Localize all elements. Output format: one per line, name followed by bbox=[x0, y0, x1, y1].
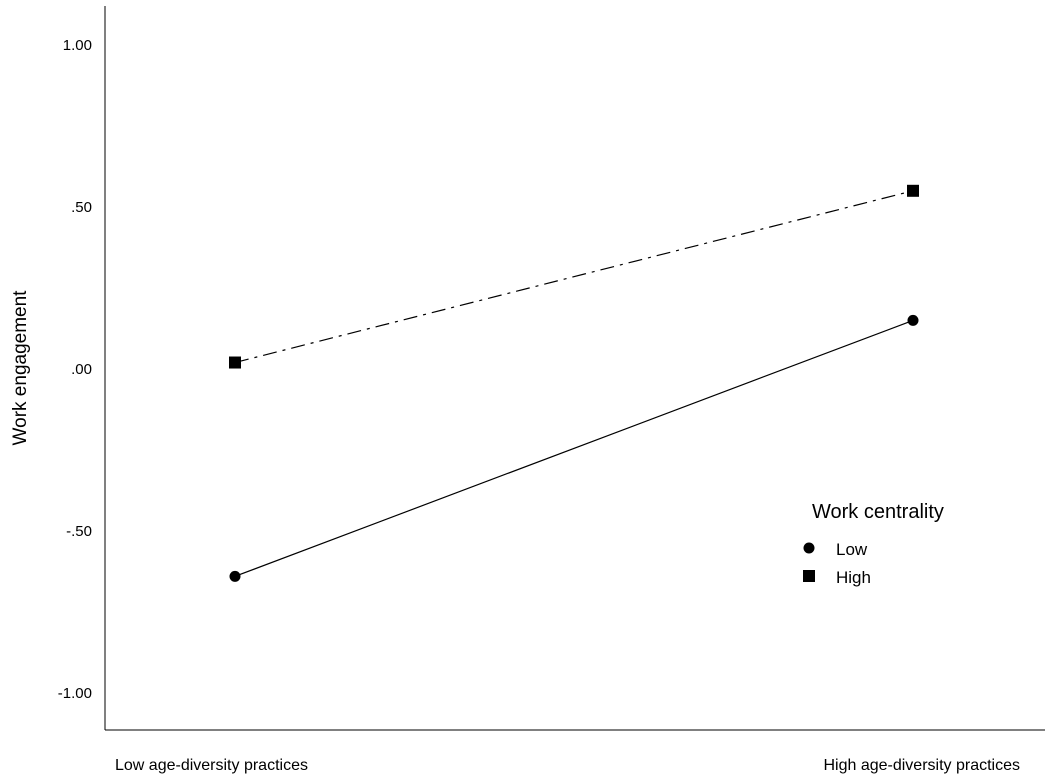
axes bbox=[104, 6, 1045, 731]
legend-label-high: High bbox=[836, 568, 871, 587]
series-line-low bbox=[234, 319, 914, 577]
y-axis-title: Work engagement bbox=[10, 290, 31, 446]
y-tick-label: -.50 bbox=[66, 523, 92, 540]
y-tick-labels: 1.00 .50 .00 -.50 -1.00 bbox=[58, 37, 92, 702]
point-low-1 bbox=[229, 570, 241, 582]
legend: Work centrality Low High bbox=[803, 501, 944, 587]
legend-item-low: Low bbox=[803, 540, 868, 559]
legend-label-low: Low bbox=[836, 540, 868, 559]
point-high-1 bbox=[229, 356, 241, 369]
point-low-2 bbox=[907, 314, 919, 326]
y-tick-label: -1.00 bbox=[58, 685, 92, 702]
legend-marker-high bbox=[803, 570, 815, 582]
legend-title: Work centrality bbox=[812, 501, 944, 523]
x-category-label: Low age-diversity practices bbox=[115, 757, 308, 774]
series-markers bbox=[229, 184, 919, 582]
legend-marker-low bbox=[803, 542, 815, 554]
legend-items: Low High bbox=[803, 540, 871, 587]
legend-item-high: High bbox=[803, 568, 871, 587]
series-lines bbox=[234, 190, 914, 577]
y-tick-label: 1.00 bbox=[63, 37, 92, 54]
series-line-high bbox=[234, 190, 914, 364]
x-tick-labels: Low age-diversity practices High age-dive… bbox=[115, 757, 1020, 774]
point-high-2 bbox=[907, 184, 919, 197]
y-tick-label: .50 bbox=[71, 199, 92, 216]
x-category-label: High age-diversity practices bbox=[823, 757, 1020, 774]
y-tick-label: .00 bbox=[71, 361, 92, 378]
